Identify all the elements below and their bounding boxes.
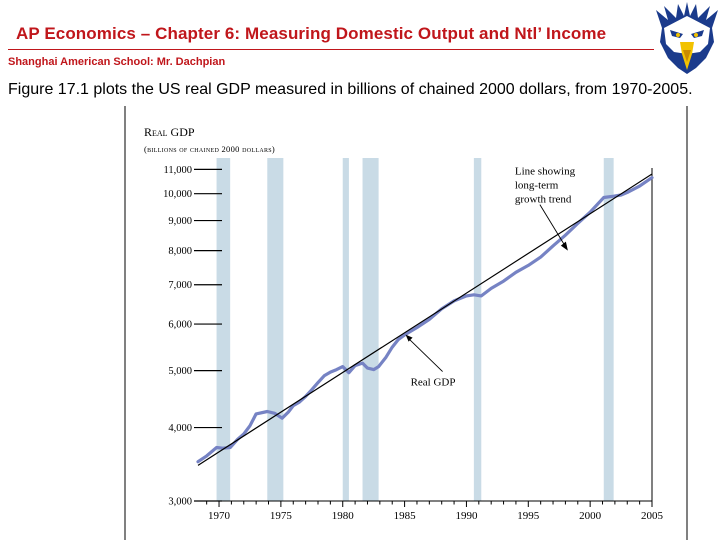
- recession-band-3: [362, 158, 379, 501]
- x-tick-label-1990: 1990: [455, 510, 478, 522]
- recession-band-1: [267, 158, 284, 501]
- y-tick-label-3,000: 3,000: [168, 497, 192, 508]
- eagle-mascot-icon: [656, 2, 718, 74]
- x-tick-label-1980: 1980: [332, 510, 355, 522]
- real-gdp-callout-arrow: [405, 334, 413, 342]
- y-tick-label-10,000: 10,000: [163, 189, 192, 200]
- series-layer: [196, 173, 654, 466]
- recession-band-5: [603, 158, 614, 501]
- trend-label-line-1: long-term: [515, 180, 559, 192]
- real-gdp-label: Real GDP: [411, 377, 456, 389]
- recession-band-0: [216, 158, 231, 501]
- trend-callout-line: [539, 204, 566, 246]
- x-tick-label-1995: 1995: [517, 510, 540, 522]
- chart-ylabel: (billions of chained 2000 dollars): [144, 144, 275, 154]
- page-title: AP Economics – Chapter 6: Measuring Dome…: [16, 24, 607, 43]
- y-tick-label-4,000: 4,000: [168, 423, 192, 434]
- chart-svg: 3,000 4,000 5,000 6,000 7,000 8,000 9,000 10,00…: [124, 106, 688, 540]
- y-tick-label-5,000: 5,000: [168, 366, 192, 377]
- y-axis: 3,000 4,000 5,000 6,000 7,000 8,000 9,000 10,00…: [163, 165, 222, 508]
- x-tick-label-1970: 1970: [208, 510, 231, 522]
- recession-band-4: [473, 158, 482, 501]
- real-gdp-line: [196, 175, 654, 464]
- x-tick-label-2000: 2000: [579, 510, 602, 522]
- trend-label-line-2: growth trend: [515, 194, 572, 206]
- y-tick-label-8,000: 8,000: [168, 246, 192, 257]
- trend-callout-arrow: [560, 241, 568, 251]
- y-tick-label-7,000: 7,000: [168, 280, 192, 291]
- annotations: Real GDP Line showing long-term growth tren…: [405, 166, 576, 389]
- y-tick-label-11,000: 11,000: [164, 165, 193, 176]
- trend-label-line-0: Line showing: [515, 166, 576, 178]
- figure-description: Figure 17.1 plots the US real GDP measur…: [8, 81, 693, 98]
- x-axis: 1970 1975 1980 1985 1990 1995 2000 2005: [198, 168, 664, 522]
- y-tick-label-6,000: 6,000: [168, 320, 192, 331]
- x-tick-label-1985: 1985: [394, 510, 417, 522]
- chart-title: Real GDP: [144, 125, 195, 139]
- page-subtitle: Shanghai American School: Mr. Dachpian: [8, 56, 226, 68]
- x-tick-label-1975: 1975: [270, 510, 293, 522]
- y-tick-label-9,000: 9,000: [168, 216, 192, 227]
- x-tick-label-2005: 2005: [641, 510, 664, 522]
- recession-band-2: [342, 158, 349, 501]
- real-gdp-callout-line: [408, 338, 443, 372]
- gdp-chart: 3,000 4,000 5,000 6,000 7,000 8,000 9,000 10,00…: [124, 106, 688, 540]
- title-divider: [8, 49, 654, 50]
- trend-line: [197, 173, 653, 466]
